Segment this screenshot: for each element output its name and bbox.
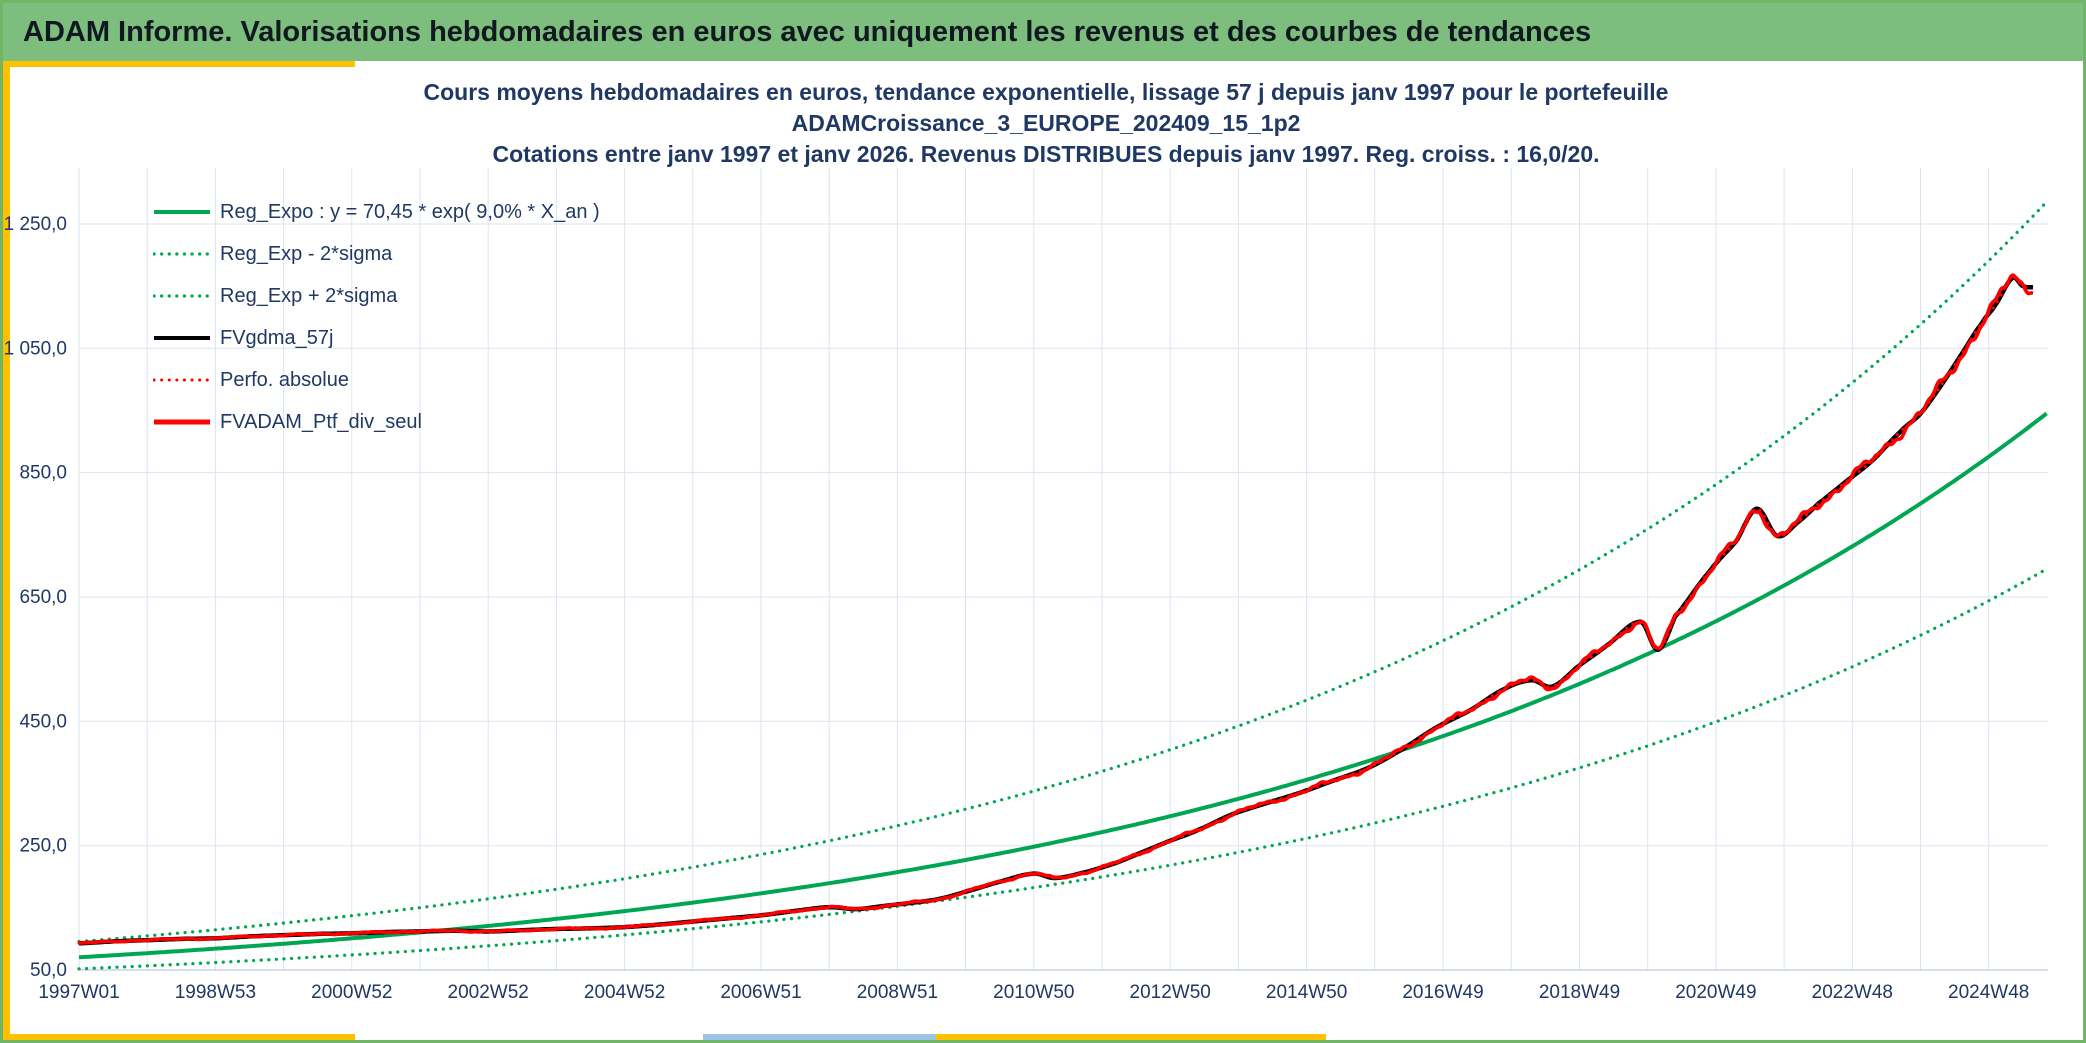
legend-label-reg-exp-plus-2sigma: Reg_Exp + 2*sigma (220, 284, 398, 307)
x-tick-label: 2012W50 (1130, 982, 1211, 1003)
legend-label-fvadam-ptf-div-seul: FVADAM_Ptf_div_seul (220, 410, 422, 433)
legend-label-perfo-absolue: Perfo. absolue (220, 368, 349, 391)
x-tick-label: 2018W49 (1539, 982, 1620, 1003)
y-tick-label: 50,0 (30, 960, 67, 981)
legend-item-reg-exp-minus-2sigma: Reg_Exp - 2*sigma (153, 241, 600, 267)
legend-item-reg-exp-plus-2sigma: Reg_Exp + 2*sigma (153, 283, 600, 309)
x-tick-label: 2022W48 (1812, 982, 1893, 1003)
x-tick-label: 2024W48 (1948, 982, 2029, 1003)
legend-item-perfo-absolue: Perfo. absolue (153, 367, 600, 393)
y-tick-label: 850,0 (19, 463, 67, 484)
y-tick-label: 450,0 (19, 711, 67, 732)
blue-accent-bottom (703, 1034, 936, 1040)
y-tick-label: 250,0 (19, 836, 67, 857)
gold-accent-bottom-center (936, 1034, 1326, 1040)
legend-item-fvadam-ptf-div-seul: FVADAM_Ptf_div_seul (153, 409, 600, 435)
x-tick-label: 2014W50 (1266, 982, 1347, 1003)
x-tick-label: 2010W50 (993, 982, 1074, 1003)
legend-line-sample (154, 419, 210, 425)
chart-canvas[interactable]: 50,0 250,0 450,0 650,0 850,0 1 050,0 1 250,0 19… (3, 61, 2086, 1040)
reg-exp-minus-2sigma-line (77, 567, 2049, 971)
legend-label-reg-expo: Reg_Expo : y = 70,45 * exp( 9,0% * X_an … (220, 200, 600, 223)
x-tick-label: 2004W52 (584, 982, 665, 1003)
x-tick-label: 2002W52 (448, 982, 529, 1003)
chart-region[interactable]: 50,0 250,0 450,0 650,0 850,0 1 050,0 1 250,0 19… (3, 61, 2086, 1040)
x-tick-label: 1998W53 (175, 982, 256, 1003)
x-tick-label: 2000W52 (311, 982, 392, 1003)
x-tick-label: 2016W49 (1402, 982, 1483, 1003)
header-bar: ADAM Informe. Valorisations hebdomadaire… (3, 3, 2083, 61)
legend-label-fvgdma-57j: FVgdma_57j (220, 326, 334, 349)
legend-label-reg-exp-minus-2sigma: Reg_Exp - 2*sigma (220, 242, 393, 265)
x-tick-label: 2020W49 (1675, 982, 1756, 1003)
legend-item-fvgdma-57j: FVgdma_57j (153, 325, 600, 351)
legend-line-sample (153, 294, 211, 298)
fvadam-ptf-div-seul-line (78, 273, 2034, 945)
page-title: ADAM Informe. Valorisations hebdomadaire… (23, 15, 1592, 48)
chart-legend: Reg_Expo : y = 70,45 * exp( 9,0% * X_an … (153, 199, 600, 435)
y-tick-label: 1 250,0 (4, 214, 67, 235)
y-tick-label: 1 050,0 (4, 338, 67, 359)
x-tick-label: 2006W51 (720, 982, 801, 1003)
x-tick-label: 1997W01 (38, 982, 119, 1003)
gold-accent-top (3, 61, 355, 67)
legend-line-sample (154, 336, 210, 340)
legend-line-sample (153, 378, 211, 382)
gold-accent-left (3, 61, 10, 1040)
gold-accent-bottom-left (3, 1034, 355, 1040)
legend-line-sample (154, 210, 210, 214)
legend-line-sample (153, 252, 211, 256)
x-tick-label: 2008W51 (857, 982, 938, 1003)
y-tick-label: 650,0 (19, 587, 67, 608)
legend-item-reg-expo: Reg_Expo : y = 70,45 * exp( 9,0% * X_an … (153, 199, 600, 225)
